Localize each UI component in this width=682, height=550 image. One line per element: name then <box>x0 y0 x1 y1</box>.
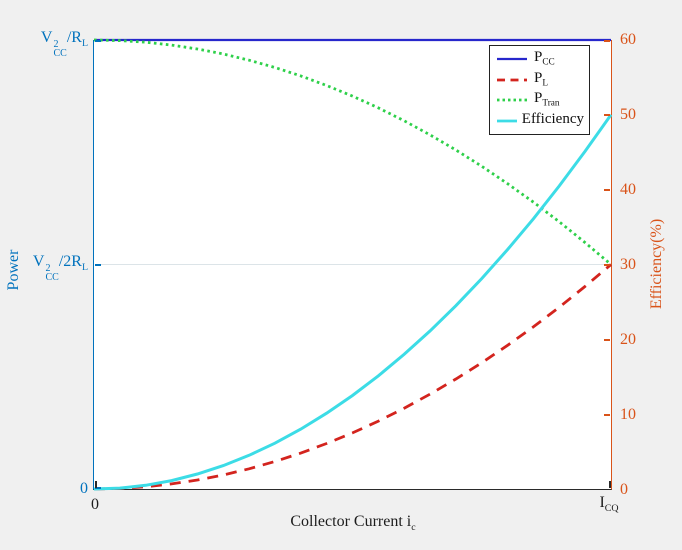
right-ytick-label: 60 <box>620 31 636 48</box>
x-axis-title: Collector Current ic <box>290 513 416 533</box>
right-ytick-label: 0 <box>620 481 628 498</box>
superscript: 2 <box>53 38 59 50</box>
left-ytick-label-top: V 2 CC/RL <box>40 29 88 59</box>
legend-label: PL <box>534 69 549 89</box>
left-axis-title: Power <box>5 249 22 291</box>
right-ytick-label: 30 <box>620 256 636 273</box>
legend-item-pl: PL <box>495 69 584 89</box>
right-axis-tick <box>604 414 610 416</box>
legend-label: PCC <box>534 49 555 68</box>
right-axis-tick <box>604 339 610 341</box>
legend-item-pcc: PCC <box>495 50 584 68</box>
x-axis-tick <box>95 481 97 488</box>
legend-line-sample <box>497 119 517 123</box>
right-axis-tick <box>604 40 610 42</box>
left-axis-tick <box>95 487 101 489</box>
legend-line-sample <box>497 78 527 82</box>
legend-item-ptran: PTran <box>495 91 584 109</box>
right-ytick-label: 50 <box>620 106 636 123</box>
right-ytick-label: 10 <box>620 406 636 423</box>
right-ytick-label: 40 <box>620 181 636 198</box>
legend-item-efficiency: Efficiency <box>495 110 584 130</box>
subscript: CC <box>53 48 67 59</box>
right-axis-title: Efficiency(%) <box>648 218 665 310</box>
gridline-half-power <box>95 264 611 265</box>
subscript: CC <box>45 272 59 283</box>
xtick-label-icq: ICQ <box>599 494 619 514</box>
superscript: 2 <box>45 262 51 274</box>
left-axis-tick <box>95 264 101 266</box>
right-ytick-label: 20 <box>620 331 636 348</box>
legend: PCC PL PTran Efficiency <box>489 45 590 135</box>
right-axis-tick <box>604 114 610 116</box>
legend-label: PTran <box>534 90 560 109</box>
legend-line-sample <box>497 58 527 61</box>
left-axis-tick <box>95 40 101 42</box>
left-ytick-label-zero: 0 <box>80 480 88 497</box>
x-axis-tick <box>609 481 611 488</box>
legend-line-sample <box>497 98 527 102</box>
xtick-label-zero: 0 <box>91 496 99 513</box>
left-ytick-label-mid: V 2 CC/2RL <box>32 253 88 283</box>
right-axis-tick <box>604 189 610 191</box>
legend-label: Efficiency <box>521 110 584 127</box>
right-axis-tick <box>604 264 610 266</box>
